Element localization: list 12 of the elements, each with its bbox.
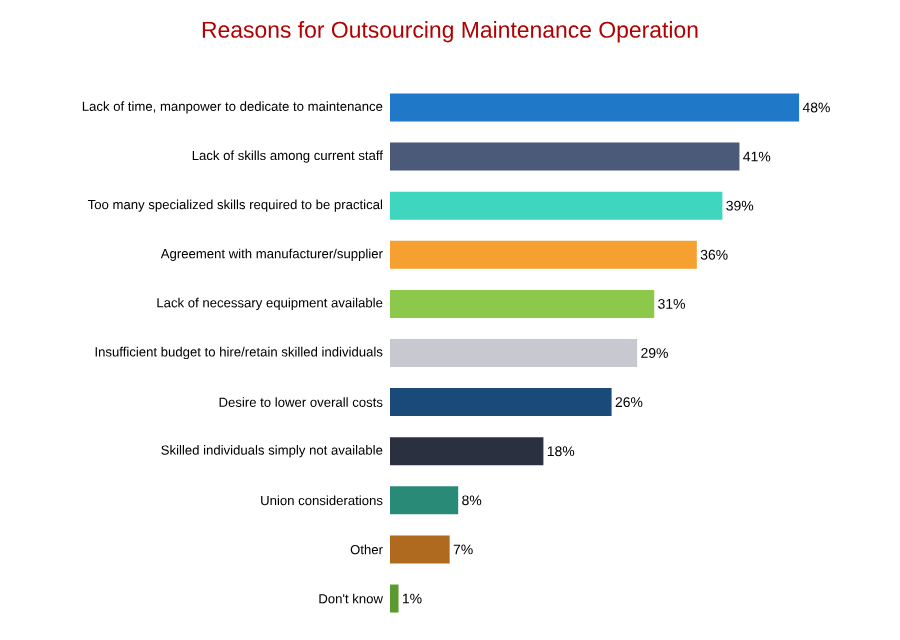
bar	[390, 535, 450, 564]
bar	[390, 584, 399, 613]
bar	[390, 388, 612, 417]
bar	[390, 191, 723, 220]
bar	[390, 437, 544, 466]
bar	[390, 240, 697, 269]
bar	[390, 338, 638, 367]
bar	[390, 289, 655, 318]
bar	[390, 486, 459, 515]
bar	[390, 93, 800, 122]
bar	[390, 142, 740, 171]
chart-title: Reasons for Outsourcing Maintenance Operation	[202, 21, 698, 43]
